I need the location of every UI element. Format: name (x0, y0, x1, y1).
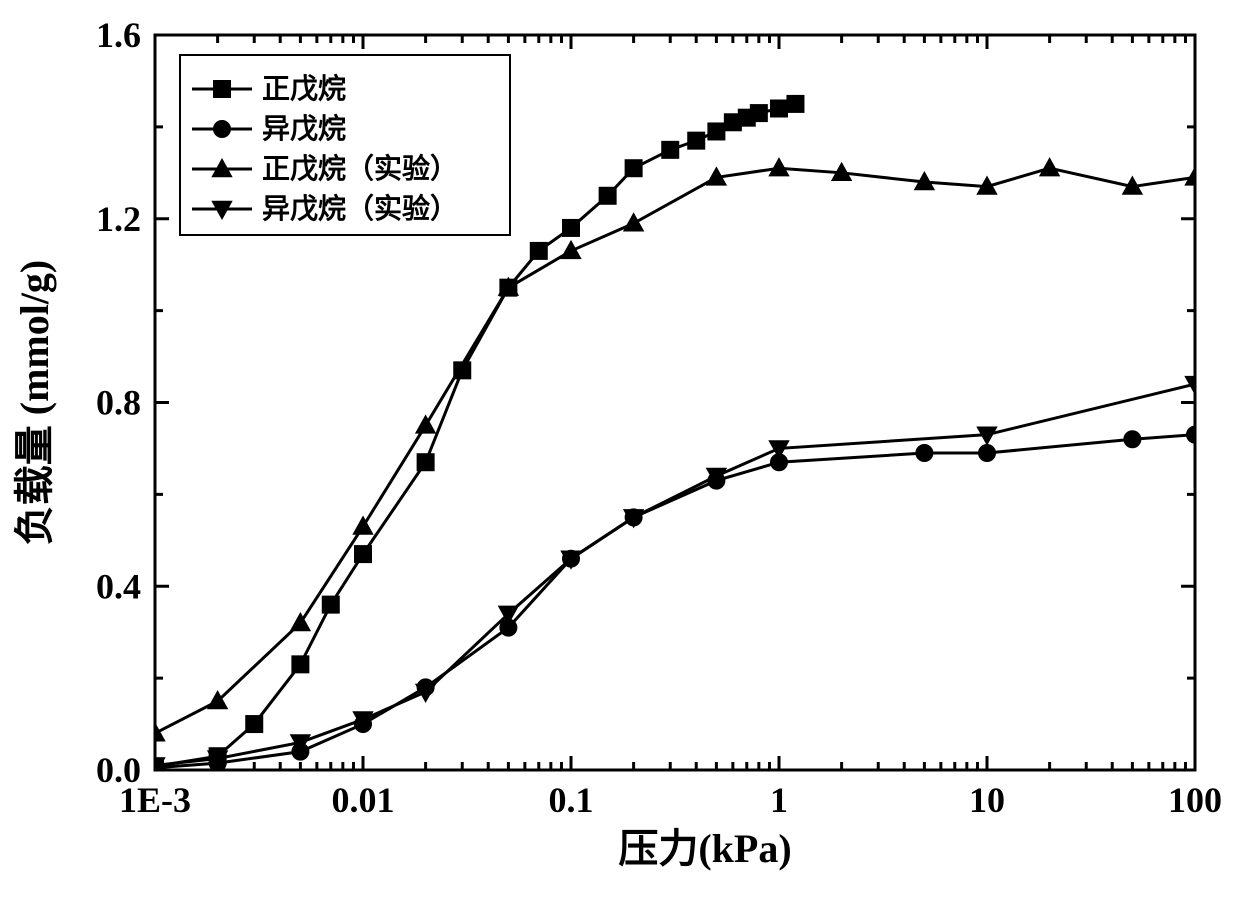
marker-triangle-up (354, 518, 372, 534)
y-tick-label: 0.0 (96, 750, 141, 790)
x-tick-label: 100 (1168, 780, 1222, 820)
legend-label: 异戊烷（实验） (262, 192, 458, 225)
marker-triangle-up (291, 614, 309, 630)
y-tick-label: 0.8 (96, 383, 141, 423)
series-line (155, 435, 1195, 768)
marker-square (246, 716, 262, 732)
x-tick-label: 1 (770, 780, 788, 820)
marker-square (292, 656, 308, 672)
y-axis-label: 负载量 (mmol/g) (12, 260, 57, 546)
legend-label: 异戊烷 (262, 112, 346, 145)
marker-square (531, 243, 547, 259)
marker-circle (916, 445, 932, 461)
marker-square (787, 96, 803, 112)
marker-square (771, 101, 787, 117)
x-tick-label: 0.01 (332, 780, 395, 820)
marker-square (214, 81, 230, 97)
marker-square (751, 105, 767, 121)
marker-square (418, 454, 434, 470)
y-tick-label: 1.2 (96, 199, 141, 239)
marker-square (626, 160, 642, 176)
marker-triangle-up (417, 416, 435, 432)
marker-circle (979, 445, 995, 461)
series-line (155, 168, 1195, 733)
marker-triangle-up (1186, 168, 1204, 184)
marker-triangle-up (562, 242, 580, 258)
marker-circle (1124, 431, 1140, 447)
chart-container: 1E-30.010.1110100压力(kPa)0.00.40.81.21.6负… (0, 0, 1240, 904)
y-tick-label: 1.6 (96, 15, 141, 55)
y-tick-label: 0.4 (96, 566, 141, 606)
series-line (155, 384, 1195, 765)
marker-triangle-up (625, 214, 643, 230)
marker-square (600, 188, 616, 204)
marker-circle (1187, 427, 1203, 443)
marker-square (662, 142, 678, 158)
series-1 (147, 427, 1203, 776)
marker-triangle-up (146, 724, 164, 740)
x-tick-label: 10 (969, 780, 1005, 820)
marker-square (563, 220, 579, 236)
marker-circle (214, 121, 230, 137)
legend-label: 正戊烷（实验） (262, 152, 458, 185)
x-tick-label: 0.1 (549, 780, 594, 820)
series-3 (146, 377, 1204, 774)
marker-triangle-up (1041, 159, 1059, 175)
marker-square (708, 123, 724, 139)
legend-label: 正戊烷 (262, 72, 346, 105)
chart-svg: 1E-30.010.1110100压力(kPa)0.00.40.81.21.6负… (0, 0, 1240, 904)
marker-square (688, 133, 704, 149)
x-axis-label: 压力(kPa) (618, 826, 791, 871)
marker-square (323, 597, 339, 613)
marker-square (355, 546, 371, 562)
